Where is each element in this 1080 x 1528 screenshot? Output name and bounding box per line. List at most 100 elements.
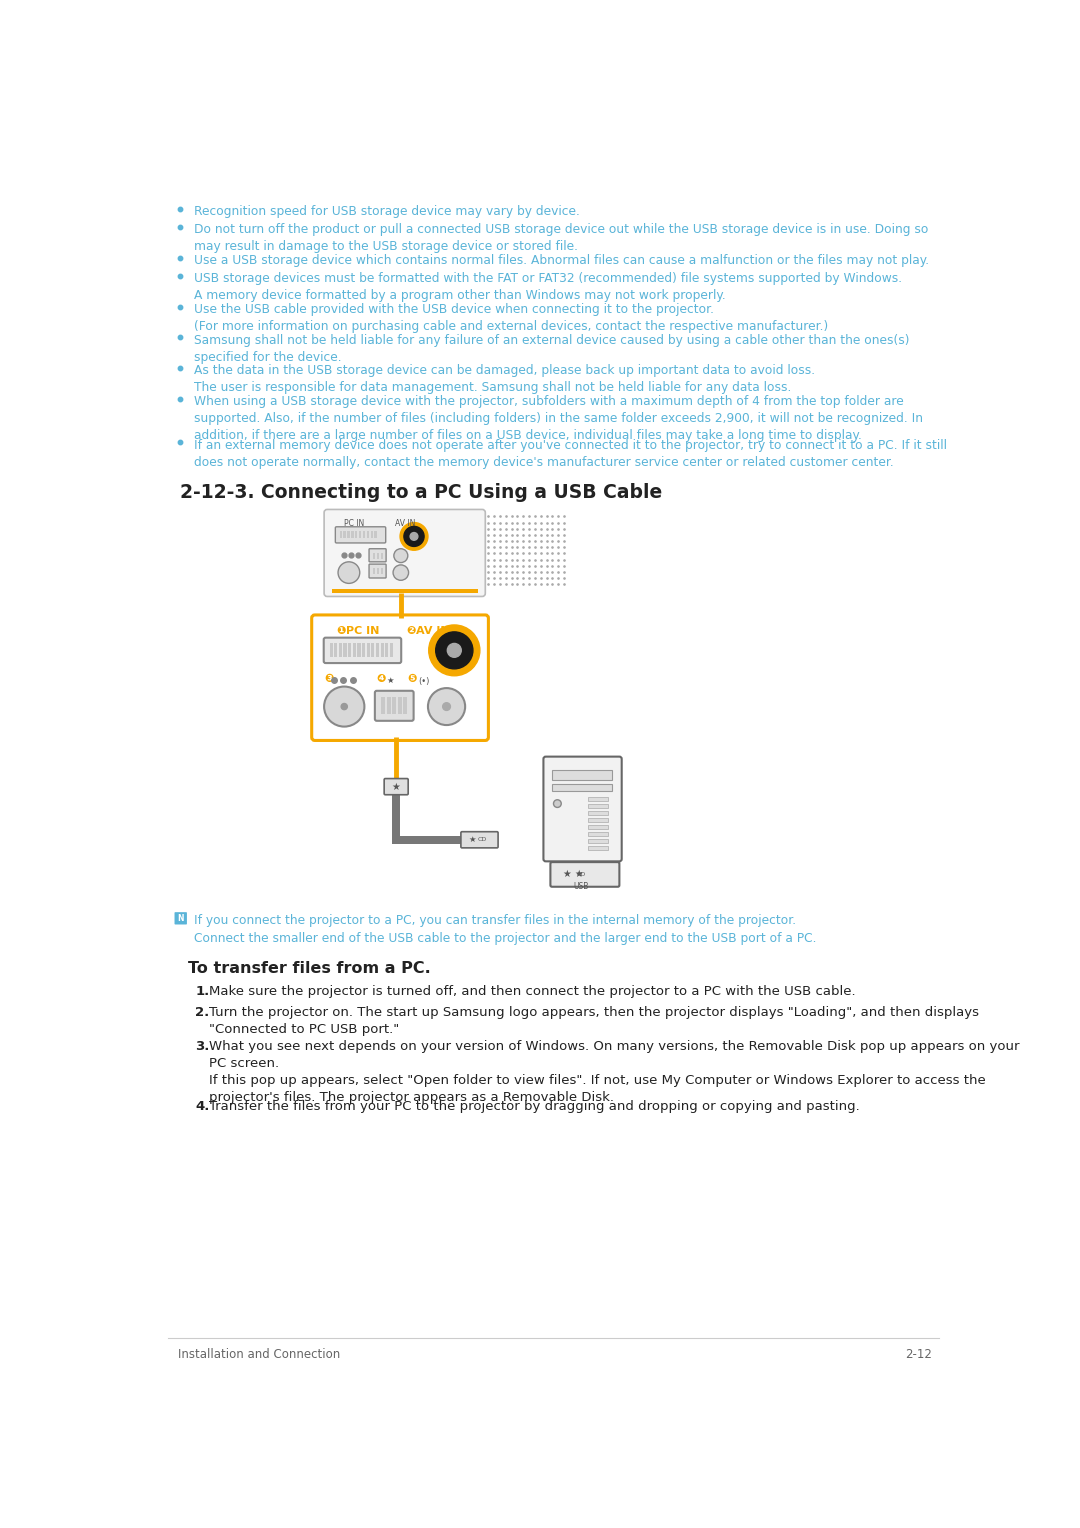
Bar — [375, 532, 377, 538]
FancyBboxPatch shape — [543, 756, 622, 862]
Text: ★ ★: ★ ★ — [563, 869, 583, 880]
Bar — [589, 811, 608, 814]
Bar — [380, 643, 383, 657]
Bar — [373, 568, 375, 575]
Bar — [403, 697, 407, 714]
Text: ❹: ❹ — [377, 674, 387, 685]
Bar — [363, 532, 365, 538]
Circle shape — [554, 799, 562, 807]
Bar — [390, 643, 393, 657]
Bar — [589, 847, 608, 850]
Text: Samsung shall not be held liable for any failure of an external device caused by: Samsung shall not be held liable for any… — [194, 333, 909, 364]
Bar — [329, 643, 333, 657]
Bar — [343, 643, 347, 657]
Circle shape — [410, 533, 418, 541]
Bar — [362, 643, 365, 657]
Bar — [589, 817, 608, 822]
FancyBboxPatch shape — [324, 509, 485, 596]
Circle shape — [443, 703, 450, 711]
Text: Make sure the projector is turned off, and then connect the projector to a PC wi: Make sure the projector is turned off, a… — [208, 986, 855, 998]
Bar — [552, 770, 611, 779]
Bar — [397, 697, 402, 714]
Bar — [339, 643, 342, 657]
Text: Turn the projector on. The start up Samsung logo appears, then the projector dis: Turn the projector on. The start up Sams… — [208, 1005, 978, 1036]
Circle shape — [435, 633, 473, 669]
Bar — [348, 643, 351, 657]
Bar — [359, 532, 362, 538]
Bar — [380, 553, 383, 559]
Bar — [372, 643, 375, 657]
Bar — [392, 793, 400, 836]
Bar — [357, 643, 361, 657]
Bar — [387, 697, 391, 714]
Bar — [376, 643, 379, 657]
Bar — [334, 643, 337, 657]
FancyBboxPatch shape — [324, 637, 401, 663]
Text: 4.: 4. — [195, 1100, 210, 1112]
Text: Use the USB cable provided with the USB device when connecting it to the project: Use the USB cable provided with the USB … — [194, 303, 828, 333]
Text: If you connect the projector to a PC, you can transfer files in the internal mem: If you connect the projector to a PC, yo… — [194, 914, 816, 944]
FancyBboxPatch shape — [312, 614, 488, 741]
Bar — [367, 532, 369, 538]
Text: (•): (•) — [418, 677, 429, 686]
Bar — [589, 804, 608, 808]
FancyBboxPatch shape — [461, 831, 498, 848]
Text: N: N — [177, 914, 184, 923]
Bar — [339, 532, 342, 538]
Text: Do not turn off the product or pull a connected USB storage device out while the: Do not turn off the product or pull a co… — [194, 223, 929, 254]
FancyBboxPatch shape — [384, 779, 408, 795]
Text: USB: USB — [573, 882, 589, 891]
Bar — [351, 532, 353, 538]
Bar — [370, 532, 373, 538]
FancyBboxPatch shape — [175, 912, 187, 924]
Text: ★: ★ — [469, 836, 476, 845]
Text: ★: ★ — [392, 782, 401, 792]
Bar — [377, 568, 379, 575]
Circle shape — [341, 703, 348, 709]
Circle shape — [338, 562, 360, 584]
Text: 1.: 1. — [195, 986, 210, 998]
Text: ★: ★ — [387, 675, 394, 685]
Text: Use a USB storage device which contains normal files. Abnormal files can cause a: Use a USB storage device which contains … — [194, 254, 929, 267]
Text: ❶: ❶ — [337, 626, 346, 636]
Circle shape — [394, 549, 408, 562]
Bar — [589, 825, 608, 830]
Bar — [589, 839, 608, 843]
Text: Transfer the files from your PC to the projector by dragging and dropping or cop: Transfer the files from your PC to the p… — [208, 1100, 860, 1112]
Bar — [552, 784, 611, 790]
Text: PC IN: PC IN — [346, 626, 379, 636]
Bar — [380, 568, 383, 575]
FancyBboxPatch shape — [375, 691, 414, 721]
Circle shape — [447, 643, 461, 657]
FancyBboxPatch shape — [369, 549, 387, 562]
Bar — [343, 532, 346, 538]
Text: As the data in the USB storage device can be damaged, please back up important d: As the data in the USB storage device ca… — [194, 364, 815, 394]
Bar — [589, 833, 608, 836]
Text: PC IN: PC IN — [345, 518, 365, 527]
Text: 2.: 2. — [195, 1005, 210, 1019]
Bar — [348, 532, 350, 538]
Bar — [381, 697, 386, 714]
Text: 3.: 3. — [195, 1041, 210, 1053]
FancyBboxPatch shape — [335, 527, 386, 542]
Text: When using a USB storage device with the projector, subfolders with a maximum de: When using a USB storage device with the… — [194, 396, 923, 442]
Bar — [392, 836, 462, 843]
Circle shape — [400, 523, 428, 550]
Circle shape — [404, 526, 424, 547]
Text: USB storage devices must be formatted with the FAT or FAT32 (recommended) file s: USB storage devices must be formatted wi… — [194, 272, 902, 303]
Text: Installation and Connection: Installation and Connection — [177, 1348, 340, 1360]
Text: What you see next depends on your version of Windows. On many versions, the Remo: What you see next depends on your versio… — [208, 1041, 1020, 1105]
FancyBboxPatch shape — [369, 564, 387, 578]
Text: 2-12: 2-12 — [905, 1348, 932, 1360]
Text: If an external memory device does not operate after you've connected it to the p: If an external memory device does not op… — [194, 439, 947, 469]
Bar — [377, 553, 379, 559]
Text: ❺: ❺ — [408, 674, 417, 685]
FancyBboxPatch shape — [551, 862, 619, 886]
Circle shape — [429, 625, 480, 675]
Text: AV IN: AV IN — [416, 626, 449, 636]
Circle shape — [393, 565, 408, 581]
Bar — [355, 532, 357, 538]
Text: ❷: ❷ — [406, 626, 416, 636]
Text: CD: CD — [577, 872, 586, 877]
Text: ❸: ❸ — [324, 674, 334, 685]
